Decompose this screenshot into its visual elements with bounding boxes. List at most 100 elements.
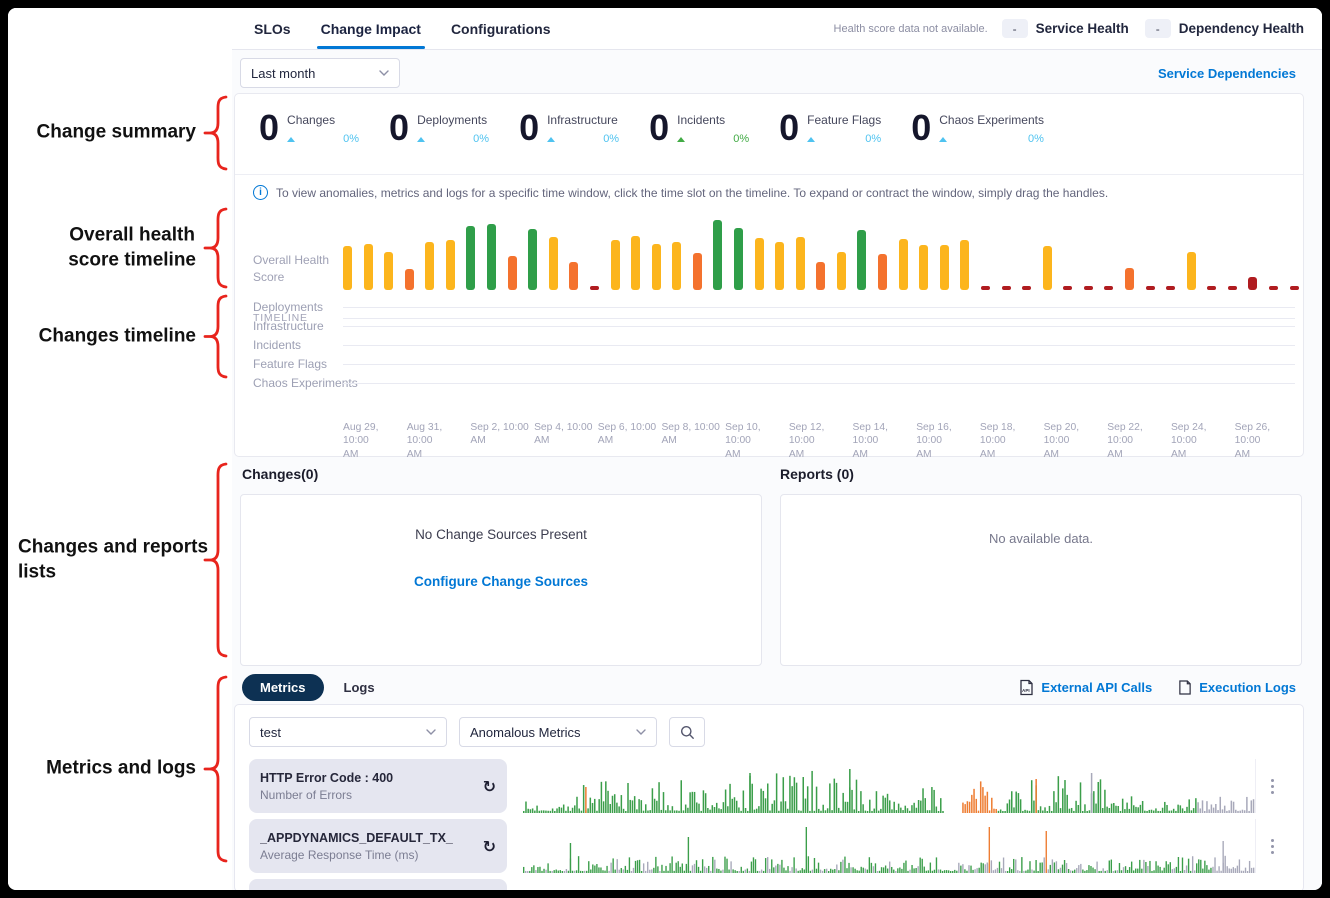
time-range-select[interactable]: Last month — [240, 58, 400, 88]
search-icon — [680, 725, 694, 739]
timeline-row-label: Infrastructure — [253, 318, 324, 333]
health-score-bar[interactable] — [1063, 286, 1073, 290]
health-score-bar[interactable] — [960, 240, 970, 290]
health-legend-label: Service Health — [1035, 21, 1129, 36]
health-score-bar[interactable] — [425, 242, 435, 290]
kebab-menu-icon[interactable] — [1267, 775, 1278, 798]
execution-logs-link[interactable]: Execution Logs — [1178, 679, 1296, 696]
change-impact-card: 0 Changes 0% 0 Deployments 0% 0 Infrastructure 0… — [234, 93, 1304, 460]
change-summary: 0 Changes 0% 0 Deployments 0% 0 Infrastructure 0… — [259, 110, 1044, 146]
tab-slos[interactable]: SLOs — [254, 20, 291, 37]
timeline-date: Sep 8, 10:00 AM — [661, 422, 720, 447]
health-score-bar[interactable] — [343, 246, 352, 290]
health-score-bar[interactable] — [672, 242, 682, 290]
health-score-badge: - — [1144, 19, 1171, 38]
summary-stat-chaos-experiments: 0 Chaos Experiments 0% — [911, 110, 1044, 146]
health-score-bar[interactable] — [836, 252, 846, 290]
stat-label: Changes — [287, 113, 336, 127]
stat-percent: 0% — [603, 133, 620, 145]
health-score-bar[interactable] — [631, 236, 641, 290]
changes-empty-title: No Change Sources Present — [415, 527, 587, 542]
timeline-date: Sep 20, 10:00 AM — [1043, 422, 1080, 460]
kebab-menu-icon[interactable] — [1267, 835, 1278, 858]
health-score-bar[interactable] — [754, 238, 764, 290]
health-score-bar[interactable] — [1227, 286, 1237, 290]
tab-metrics[interactable]: Metrics — [242, 673, 324, 701]
timeline-row-incidents: Incidents — [235, 335, 1303, 354]
health-score-bar[interactable] — [651, 244, 661, 290]
tab-change-impact[interactable]: Change Impact — [316, 8, 426, 49]
summary-stat-incidents: 0 Incidents 0% — [649, 110, 749, 146]
health-score-bar[interactable] — [919, 245, 929, 290]
service-filter-select[interactable]: test — [249, 717, 447, 747]
health-score-bar[interactable] — [1186, 252, 1196, 290]
health-score-bar[interactable] — [775, 242, 785, 290]
metric-name-card[interactable]: _APPDYNAMICS_DEFAULT_TX_ Average Response… — [249, 819, 507, 873]
annotation-brace-icon — [203, 95, 228, 171]
health-score-bar[interactable] — [816, 262, 826, 290]
timeline-row-line — [343, 344, 1295, 346]
chevron-down-icon — [379, 70, 389, 76]
search-button[interactable] — [669, 717, 705, 747]
health-score-bar[interactable] — [733, 228, 743, 290]
health-score-bar[interactable] — [1042, 246, 1052, 290]
refresh-icon[interactable]: ↻ — [482, 836, 496, 856]
timeline-date: Sep 2, 10:00 AM — [470, 422, 529, 447]
health-score-bar[interactable] — [445, 240, 455, 290]
health-score-bar[interactable] — [1248, 277, 1258, 290]
health-score-bar[interactable] — [1269, 286, 1279, 290]
service-dependencies-link[interactable]: Service Dependencies — [1157, 65, 1296, 81]
metric-sparkline-chart — [523, 827, 1255, 873]
health-score-bar[interactable] — [898, 239, 908, 290]
health-score-bar[interactable] — [1104, 286, 1114, 290]
health-score-bar[interactable] — [487, 224, 497, 290]
trend-up-icon — [807, 136, 816, 142]
health-score-bar[interactable] — [795, 237, 805, 290]
external-api-calls-link[interactable]: API External API Calls — [1019, 679, 1152, 696]
health-score-bar[interactable] — [528, 229, 538, 290]
changes-timeline-rows: Deployments Infrastructure Incidents Featur… — [235, 297, 1303, 392]
annotation-changes-timeline: Changes timeline — [8, 294, 232, 379]
info-icon: i — [253, 185, 268, 200]
reports-panel: No available data. — [780, 494, 1302, 666]
metric-name-card[interactable]: HTTP Error Code : 400 Number of Errors ↻ — [249, 759, 507, 813]
health-score-bar[interactable] — [384, 252, 394, 290]
health-score-bar[interactable] — [569, 262, 579, 290]
health-score-bar[interactable] — [1083, 286, 1093, 290]
svg-text:API: API — [1022, 688, 1030, 693]
health-score-bar[interactable] — [610, 240, 620, 290]
health-score-bar[interactable] — [404, 269, 414, 290]
health-score-bar[interactable] — [548, 237, 558, 290]
timeline-row-chaos-experiments: Chaos Experiments — [235, 373, 1303, 392]
health-score-bar[interactable] — [878, 254, 888, 290]
health-score-bar[interactable] — [507, 256, 517, 290]
health-score-bar[interactable] — [1022, 286, 1032, 290]
health-score-bar[interactable] — [363, 244, 373, 290]
summary-stat-changes: 0 Changes 0% — [259, 110, 359, 146]
tab-configurations[interactable]: Configurations — [450, 20, 551, 37]
timeline-axis-line — [343, 318, 1295, 319]
tab-logs[interactable]: Logs — [343, 679, 375, 695]
health-score-bar[interactable] — [1001, 286, 1011, 290]
stat-percent: 0% — [343, 133, 360, 145]
health-score-bar[interactable] — [1207, 286, 1217, 290]
health-score-bar[interactable] — [980, 286, 990, 290]
health-score-bar[interactable] — [589, 286, 599, 290]
health-score-bar[interactable] — [1124, 268, 1134, 290]
stat-percent: 0% — [733, 133, 750, 145]
health-score-bar[interactable] — [857, 230, 867, 290]
timeline-date: Aug 31, 10:00 AM — [406, 422, 443, 460]
health-score-bar[interactable] — [1166, 286, 1176, 290]
health-score-bar[interactable] — [713, 220, 723, 290]
health-score-bar[interactable] — [692, 253, 702, 290]
stat-percent: 0% — [1028, 133, 1044, 145]
annotation-brace-icon — [203, 462, 228, 658]
health-score-bar[interactable] — [1289, 286, 1299, 290]
metric-type-select[interactable]: Anomalous Metrics — [459, 717, 657, 747]
configure-change-sources-link[interactable]: Configure Change Sources — [413, 574, 589, 589]
refresh-icon[interactable]: ↻ — [482, 776, 496, 796]
health-score-bar[interactable] — [1145, 286, 1155, 290]
health-score-bar[interactable] — [466, 226, 476, 290]
health-score-bar[interactable] — [939, 245, 949, 290]
annotation-metrics-and-logs: Metrics and logs — [8, 675, 232, 863]
